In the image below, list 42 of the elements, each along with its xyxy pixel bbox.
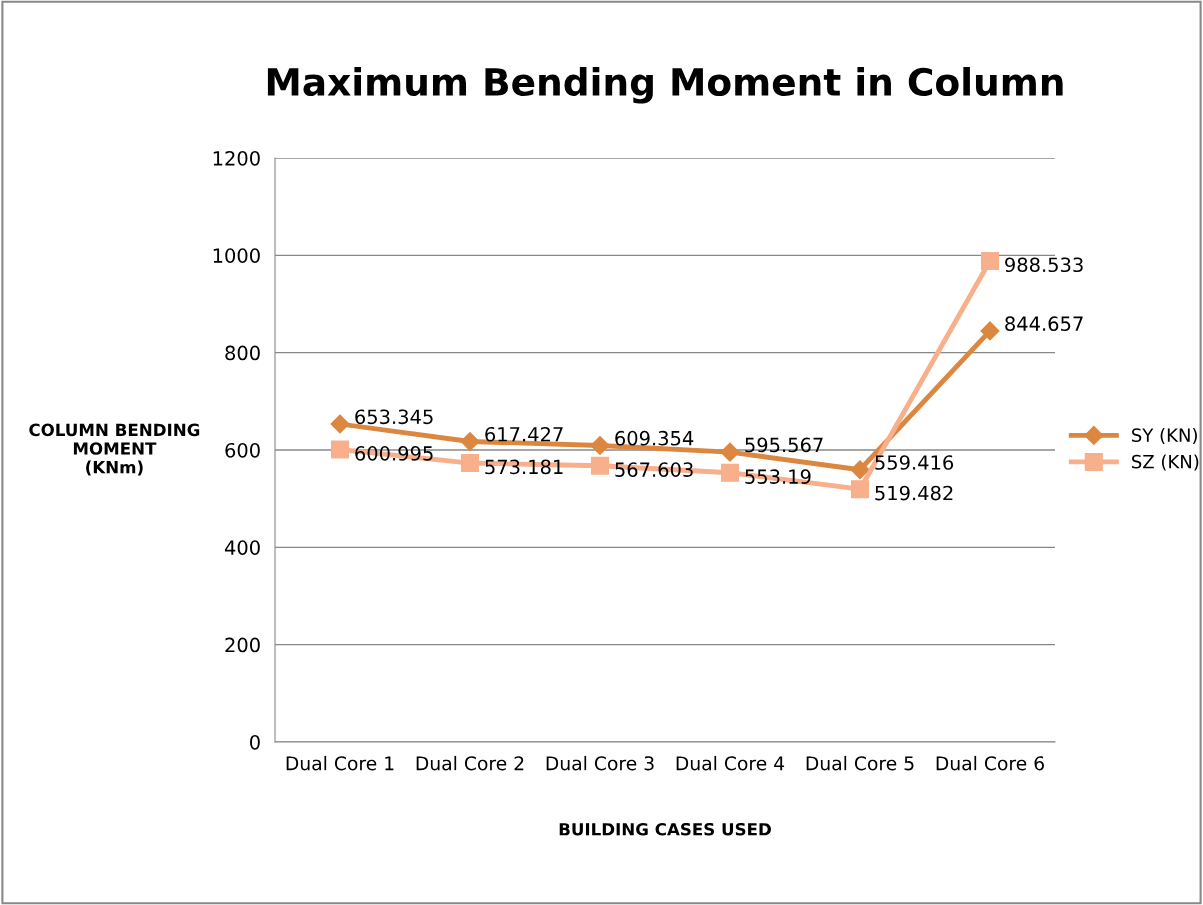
data-label: 573.181 [485,459,563,475]
chart-title: Maximum Bending Moment in Column [267,67,1063,104]
legend-label: SZ (KN) [1132,454,1199,471]
point [850,460,870,480]
x-tick-label: Dual Core 2 [416,755,524,771]
point [460,454,480,473]
y-tick-label: 400 [224,540,260,555]
x-tick-label: Dual Core 4 [676,755,785,771]
y-tick-label: 1000 [213,248,260,263]
point [720,442,740,462]
data-label: 988.533 [1005,257,1083,273]
data-label: 609.354 [615,430,694,446]
legend-label: SY (KN) [1132,428,1197,445]
point [590,456,610,475]
data-label: 595.567 [745,437,823,453]
y-tick-label: 1200 [213,150,260,166]
x-tick-label: Dual Core 5 [806,755,914,771]
x-axis-title: BUILDING CASES USED [559,822,771,836]
y-tick-label: 0 [250,734,260,750]
data-label: 559.416 [875,455,954,470]
x-tick-label: Dual Core 6 [936,755,1044,771]
y-tick-label: 600 [225,442,260,458]
data-label: 844.657 [1005,316,1083,332]
point [980,321,1000,341]
x-tick-label: Dual Core 1 [286,755,394,771]
data-label: 600.995 [355,446,433,461]
data-label: 617.427 [485,426,563,442]
point [330,414,350,434]
x-tick-label: Dual Core 3 [546,755,654,771]
point [330,440,350,459]
point [980,251,1000,270]
data-label: 519.482 [875,485,953,501]
point [720,463,740,482]
y-tick-label: 800 [225,345,260,361]
point [590,435,610,455]
point [460,431,480,452]
y-tick-label: 200 [225,637,260,653]
data-label: 653.345 [355,409,433,425]
data-label: 567.603 [615,462,693,477]
y-axis-title: COLUMN BENDING MOMENT (KNm) [29,423,200,476]
point [850,480,870,499]
data-label: 553.19 [745,469,811,484]
